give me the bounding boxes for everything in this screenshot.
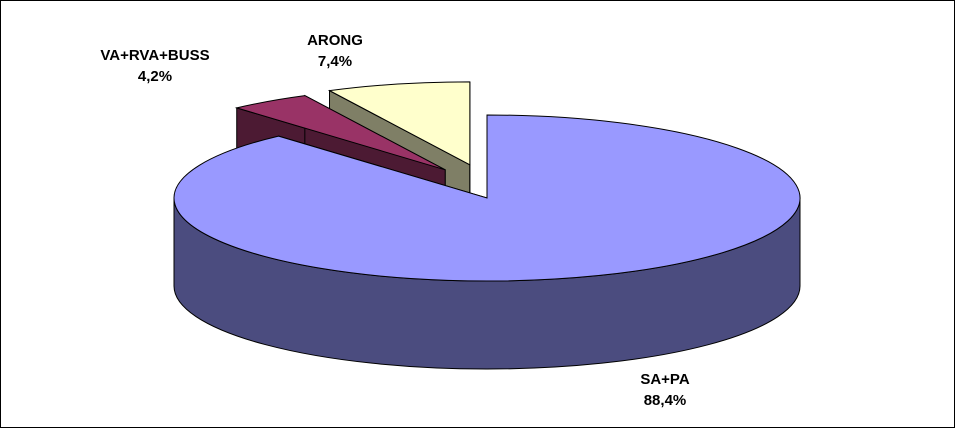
slice-va-rva-buss xyxy=(234,95,446,171)
slice-arong xyxy=(327,81,471,166)
pie-labels: SA+PA 88,4% VA+RVA+BUSS 4,2% ARONG 7,4% xyxy=(100,32,689,409)
slice-label-va-rva-buss: VA+RVA+BUSS xyxy=(100,47,209,64)
slice-label-arong: ARONG xyxy=(307,32,363,49)
slice-sa-pa xyxy=(173,114,801,282)
slice-label-sa-pa: SA+PA xyxy=(640,371,689,388)
slice-percent-va-rva-buss: 4,2% xyxy=(138,68,172,85)
slice-percent-sa-pa: 88,4% xyxy=(644,392,687,409)
pie-tops xyxy=(173,81,801,282)
slice-percent-arong: 7,4% xyxy=(318,53,352,70)
